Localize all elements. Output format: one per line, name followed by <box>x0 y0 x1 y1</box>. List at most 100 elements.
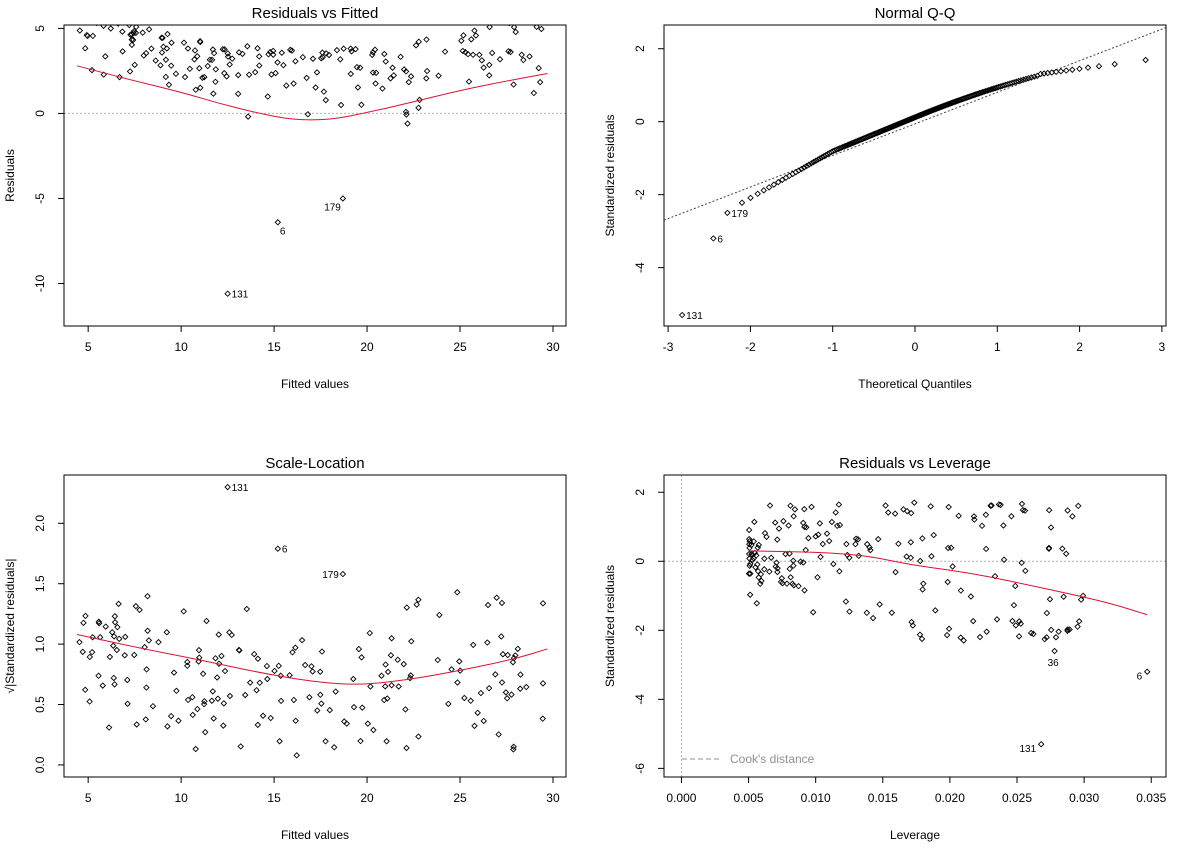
data-point <box>390 72 397 79</box>
data-point <box>1018 500 1026 508</box>
x-tick-label: 30 <box>546 791 560 805</box>
data-point <box>944 578 951 586</box>
data-point <box>191 47 199 54</box>
data-point <box>802 546 809 554</box>
smoother-line <box>76 633 548 685</box>
data-point <box>149 702 157 710</box>
data-point <box>192 745 199 753</box>
data-point <box>110 633 118 640</box>
data-point <box>808 160 815 167</box>
data-point <box>815 531 822 538</box>
data-point <box>213 674 221 681</box>
data-point <box>89 634 96 641</box>
data-point <box>114 623 121 631</box>
y-tick-label: -10 <box>33 274 47 292</box>
data-point <box>991 84 999 92</box>
data-point <box>763 533 770 541</box>
data-point <box>747 194 754 202</box>
x-tick-label: 0.030 <box>1069 791 1099 805</box>
data-point <box>384 668 392 676</box>
data-point <box>402 706 409 713</box>
data-point <box>846 608 853 615</box>
data-point <box>317 55 325 62</box>
data-point <box>81 686 89 694</box>
data-point <box>745 526 753 534</box>
data-point <box>812 533 819 540</box>
data-point <box>126 68 134 75</box>
data-point <box>464 50 472 58</box>
y-tick-label: 5 <box>33 25 47 32</box>
data-point <box>816 520 824 527</box>
data-point <box>1084 64 1092 71</box>
data-point <box>814 574 821 581</box>
data-point <box>803 162 810 170</box>
data-point <box>488 49 496 57</box>
data-point <box>332 688 339 695</box>
outlier-point <box>710 235 717 242</box>
data-point <box>844 141 851 149</box>
data-point <box>1012 622 1020 629</box>
data-point <box>308 663 315 670</box>
data-point <box>347 45 354 52</box>
data-point <box>1015 633 1023 640</box>
data-point <box>988 502 995 509</box>
data-point <box>751 549 759 557</box>
data-point <box>162 73 170 81</box>
outlier-point <box>678 311 686 319</box>
data-point <box>836 521 844 529</box>
data-point <box>228 631 235 639</box>
data-point <box>226 692 234 700</box>
data-point <box>314 707 321 714</box>
data-point <box>888 609 896 616</box>
data-point <box>319 54 326 61</box>
data-point <box>184 658 191 666</box>
data-point <box>184 45 192 52</box>
data-point <box>1009 617 1016 625</box>
data-point <box>1000 522 1007 529</box>
data-point <box>983 628 990 635</box>
data-point <box>1079 592 1087 600</box>
data-point <box>775 178 782 186</box>
data-point <box>369 69 377 76</box>
data-point <box>340 45 347 52</box>
data-point <box>111 619 119 626</box>
data-point <box>1069 66 1076 73</box>
point-label: 179 <box>731 209 748 220</box>
data-point <box>124 700 131 707</box>
data-point <box>1018 559 1025 567</box>
data-point <box>214 695 222 702</box>
data-point <box>1022 567 1029 575</box>
chart-title: Residuals vs Leverage <box>839 455 991 472</box>
data-point <box>383 738 390 745</box>
data-point <box>131 651 138 659</box>
data-point <box>164 723 171 730</box>
data-point <box>760 187 767 194</box>
data-point <box>503 695 511 702</box>
data-point <box>1062 550 1070 557</box>
data-point <box>936 104 943 111</box>
data-point <box>140 52 148 59</box>
data-point <box>99 682 106 689</box>
x-tick-label: 0.025 <box>1002 791 1032 805</box>
data-point <box>774 568 781 576</box>
point-label: 36 <box>1048 658 1060 669</box>
data-point <box>164 30 171 38</box>
x-tick-label: 2 <box>1076 340 1083 354</box>
data-point <box>738 199 746 206</box>
data-point <box>435 72 442 79</box>
data-point <box>987 86 994 93</box>
y-tick-label: 2.0 <box>33 515 47 532</box>
data-point <box>130 29 137 37</box>
data-point <box>194 53 201 60</box>
data-point <box>215 631 222 638</box>
data-point <box>215 660 223 667</box>
data-point <box>924 108 931 116</box>
data-point <box>798 165 805 173</box>
data-point <box>895 540 902 548</box>
data-point <box>530 89 538 97</box>
data-point <box>210 715 217 722</box>
data-point <box>484 639 491 646</box>
data-point <box>283 82 290 89</box>
plot-area <box>745 499 1151 748</box>
data-point <box>224 53 232 60</box>
